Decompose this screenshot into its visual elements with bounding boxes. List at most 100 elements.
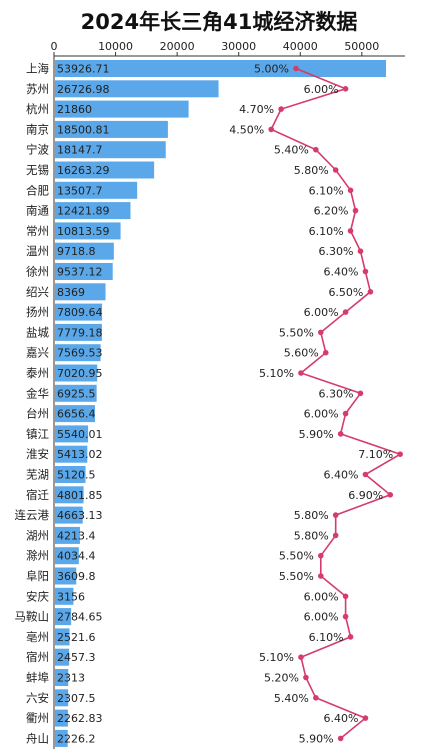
bar [55,323,102,341]
growth-rate-point [322,349,329,356]
bar [55,648,70,666]
growth-rate-point [303,674,309,681]
category-label: 宿迁 [26,488,49,502]
growth-rate-label: 6.10% [309,225,344,238]
growth-rate-point [313,146,319,153]
bar-value-label: 2307.5 [57,692,96,705]
growth-rate-point [268,126,275,133]
growth-rate-point [342,593,349,600]
growth-rate-label: 6.10% [309,631,344,644]
bar [55,709,68,727]
category-label: 上海 [26,62,49,76]
growth-rate-point [397,451,403,458]
growth-rate-label: 5.80% [294,509,329,522]
category-label: 扬州 [26,305,49,319]
growth-rate-point [332,512,339,518]
bar [55,587,74,605]
growth-rate-point [342,410,349,417]
category-label: 绍兴 [26,285,49,299]
growth-rate-label: 5.40% [274,144,309,157]
growth-rate-label: 6.40% [323,712,358,725]
bar [55,222,121,240]
bar-value-label: 2521.6 [57,631,96,644]
growth-rate-label: 5.80% [294,529,329,542]
bar-value-label: 2262.83 [57,712,103,725]
growth-rate-label: 6.90% [348,489,383,502]
growth-rate-label: 6.00% [304,408,339,421]
growth-rate-point [362,268,369,275]
growth-rate-point [357,248,364,254]
category-label: 无锡 [26,163,49,177]
bar [55,729,68,747]
bar-value-label: 18147.7 [57,144,103,157]
growth-rate-point [318,573,324,579]
growth-rate-label: 6.10% [309,184,344,197]
bar [55,100,189,118]
category-label: 镇江 [26,427,49,441]
category-label: 盐城 [26,325,49,339]
growth-rate-point [342,86,349,92]
bar [55,547,79,565]
growth-rate-point [387,492,394,498]
category-label: 台州 [26,407,49,421]
bar [55,425,89,443]
category-label: 滁州 [26,549,49,563]
category-label: 舟山 [26,731,49,745]
bar-value-label: 7809.64 [57,306,103,319]
growth-rate-point [362,471,369,478]
bar-value-label: 6925.5 [57,387,96,400]
bar [55,445,88,463]
growth-rate-point [367,289,374,295]
bar-value-label: 2784.65 [57,611,103,624]
bar [55,242,114,260]
category-label: 芜湖 [26,468,49,482]
bar-value-label: 9718.8 [57,245,96,258]
category-label: 徐州 [26,265,49,279]
bar-value-label: 21860 [57,103,92,116]
growth-rate-label: 4.50% [229,123,264,136]
growth-rate-point [347,228,354,234]
category-label: 淮安 [26,447,49,461]
growth-rate-label: 6.00% [304,590,339,603]
category-label: 蚌埠 [26,671,49,685]
bar [55,669,69,686]
bar [55,364,98,382]
bar-value-label: 5413.02 [57,448,103,461]
growth-rate-point [362,715,369,721]
growth-rate-label: 5.10% [259,651,294,664]
bar-value-label: 4663.13 [57,509,103,522]
growth-rate-point [342,309,349,315]
category-label: 金华 [26,386,49,400]
bar [55,161,155,179]
bar-value-label: 7569.53 [57,347,103,360]
category-label: 南京 [26,122,49,136]
x-tick-label: 40000 [283,40,318,53]
category-label: 常州 [26,224,49,238]
bar [55,80,219,98]
bar-value-label: 9537.12 [57,266,103,279]
growth-rate-label: 5.40% [274,692,309,705]
bar-value-label: 2226.2 [57,732,96,745]
growth-rate-label: 6.40% [323,266,358,279]
bar-value-label: 18500.81 [57,123,110,136]
growth-rate-label: 6.00% [304,306,339,319]
growth-rate-label: 6.30% [319,387,354,400]
category-label: 安庆 [26,589,49,603]
bar [55,120,168,138]
growth-rate-point [313,695,319,701]
growth-rate-label: 5.50% [279,570,314,583]
category-label: 连云港 [15,508,50,522]
bar-value-label: 2313 [57,672,85,685]
growth-rate-point [298,654,304,660]
bar [55,628,70,646]
growth-rate-point [278,106,284,112]
category-label: 温州 [26,244,49,258]
growth-rate-label: 5.10% [259,367,294,380]
bar [55,384,97,402]
growth-rate-label: 5.00% [254,63,289,76]
bar [55,344,101,362]
growth-rate-label: 6.30% [319,245,354,258]
growth-rate-label: 7.10% [358,448,393,461]
bar [55,283,106,301]
